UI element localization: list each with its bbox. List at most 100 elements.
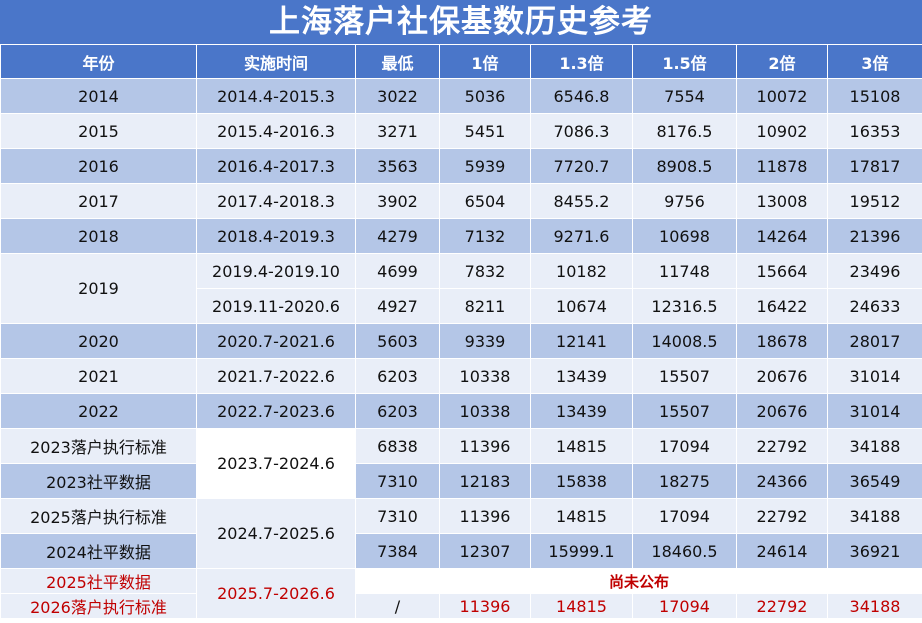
cell-year: 2023落户执行标准 <box>0 428 197 464</box>
cell-value: 31014 <box>827 393 922 429</box>
cell-year: 2018 <box>0 218 197 254</box>
table-row: 2023落户执行标准 2023.7-2024.6 6838 11396 1481… <box>0 428 922 499</box>
cell-period: 2017.4-2018.3 <box>196 183 356 219</box>
cell-value: 17817 <box>827 148 922 184</box>
cell-year: 2025社平数据 <box>0 568 197 594</box>
cell-value: 6838 <box>355 428 440 464</box>
cell-value: 11878 <box>736 148 828 184</box>
cell-value: 20676 <box>736 393 828 429</box>
cell-period: 2016.4-2017.3 <box>196 148 356 184</box>
cell-value: 13008 <box>736 183 828 219</box>
table-row: 2015 2015.4-2016.3 3271 5451 7086.3 8176… <box>0 113 922 149</box>
cell-period: 2024.7-2025.6 <box>196 498 356 569</box>
cell-value: 15108 <box>827 78 922 114</box>
cell-value: 18678 <box>736 323 828 359</box>
cell-year: 2017 <box>0 183 197 219</box>
cell-value: 5036 <box>439 78 531 114</box>
cell-value: 6203 <box>355 393 440 429</box>
cell-period: 2023.7-2024.6 <box>196 428 356 499</box>
cell-year: 2019 <box>0 253 197 324</box>
pending-notice: 尚未公布 <box>355 568 922 594</box>
cell-value: 4279 <box>355 218 440 254</box>
table-row: 2019 2019.4-2019.10 4699 7832 10182 1174… <box>0 253 922 324</box>
cell-value: 16353 <box>827 113 922 149</box>
cell-value: 3563 <box>355 148 440 184</box>
header-3x: 3倍 <box>827 44 922 79</box>
cell-year: 2020 <box>0 323 197 359</box>
cell-value: 8908.5 <box>632 148 737 184</box>
header-1-3x: 1.3倍 <box>530 44 633 79</box>
cell-value: 12183 <box>439 463 531 499</box>
page-title: 上海落户社保基数历史参考 <box>0 0 922 44</box>
cell-value: 19512 <box>827 183 922 219</box>
cell-value: 7310 <box>355 498 440 534</box>
cell-period: 2019.11-2020.6 <box>196 288 356 324</box>
cell-value: 11396 <box>439 428 531 464</box>
cell-value: 14008.5 <box>632 323 737 359</box>
cell-year: 2021 <box>0 358 197 394</box>
cell-value: 23496 <box>827 253 922 289</box>
cell-value: 7720.7 <box>530 148 633 184</box>
cell-value: 14264 <box>736 218 828 254</box>
cell-value: 36921 <box>827 533 922 569</box>
cell-period: 2021.7-2022.6 <box>196 358 356 394</box>
cell-value: 7832 <box>439 253 531 289</box>
cell-value: 10674 <box>530 288 633 324</box>
table-row: 2019.11-2020.6 4927 8211 10674 12316.5 1… <box>1 288 922 324</box>
cell-value: 10902 <box>736 113 828 149</box>
table-row: 2018 2018.4-2019.3 4279 7132 9271.6 1069… <box>0 218 922 254</box>
cell-value: 12316.5 <box>632 288 737 324</box>
cell-value: 9339 <box>439 323 531 359</box>
cell-period: 2014.4-2015.3 <box>196 78 356 114</box>
header-period: 实施时间 <box>196 44 356 79</box>
cell-year: 2015 <box>0 113 197 149</box>
cell-value: 21396 <box>827 218 922 254</box>
cell-value: 12307 <box>439 533 531 569</box>
cell-year: 2014 <box>0 78 197 114</box>
cell-value: 10338 <box>439 393 531 429</box>
cell-value: 11396 <box>439 498 531 534</box>
cell-value: 7384 <box>355 533 440 569</box>
cell-period: 2022.7-2023.6 <box>196 393 356 429</box>
cell-value: 6203 <box>355 358 440 394</box>
cell-period: 2018.4-2019.3 <box>196 218 356 254</box>
cell-value: 3022 <box>355 78 440 114</box>
table-row: 2017 2017.4-2018.3 3902 6504 8455.2 9756… <box>0 183 922 219</box>
table-row: 2024社平数据 7384 12307 15999.1 18460.5 2461… <box>0 533 922 569</box>
cell-value: 22792 <box>736 593 828 619</box>
header-min: 最低 <box>355 44 440 79</box>
header-1-5x: 1.5倍 <box>632 44 737 79</box>
cell-value: 5939 <box>439 148 531 184</box>
cell-period: 2019.4-2019.10 <box>196 253 356 289</box>
cell-value: 34188 <box>827 498 922 534</box>
cell-value: 11396 <box>439 593 531 619</box>
cell-value: 24366 <box>736 463 828 499</box>
cell-value: 10698 <box>632 218 737 254</box>
cell-value: 17094 <box>632 428 737 464</box>
table-row: 2021 2021.7-2022.6 6203 10338 13439 1550… <box>0 358 922 394</box>
table-row: 2014 2014.4-2015.3 3022 5036 6546.8 7554… <box>0 78 922 114</box>
cell-value: 5603 <box>355 323 440 359</box>
cell-period: 2020.7-2021.6 <box>196 323 356 359</box>
cell-value: 24614 <box>736 533 828 569</box>
cell-value: 20676 <box>736 358 828 394</box>
cell-value: 9756 <box>632 183 737 219</box>
cell-value: 14815 <box>530 593 633 619</box>
cell-value: 12141 <box>530 323 633 359</box>
cell-value: 8176.5 <box>632 113 737 149</box>
cell-value: 17094 <box>632 593 737 619</box>
cell-value: 22792 <box>736 428 828 464</box>
cell-value: 7310 <box>355 463 440 499</box>
cell-value: 14815 <box>530 498 633 534</box>
cell-value: 15507 <box>632 358 737 394</box>
table-row: 2016 2016.4-2017.3 3563 5939 7720.7 8908… <box>0 148 922 184</box>
cell-value: 10072 <box>736 78 828 114</box>
cell-value: 15507 <box>632 393 737 429</box>
table-row: 2025社平数据 2025.7-2026.6 尚未公布 <box>0 568 922 619</box>
cell-value: 14815 <box>530 428 633 464</box>
cell-value: 13439 <box>530 358 633 394</box>
cell-value: 16422 <box>736 288 828 324</box>
cell-value: 34188 <box>827 593 922 619</box>
cell-period: 2015.4-2016.3 <box>196 113 356 149</box>
header-2x: 2倍 <box>736 44 828 79</box>
